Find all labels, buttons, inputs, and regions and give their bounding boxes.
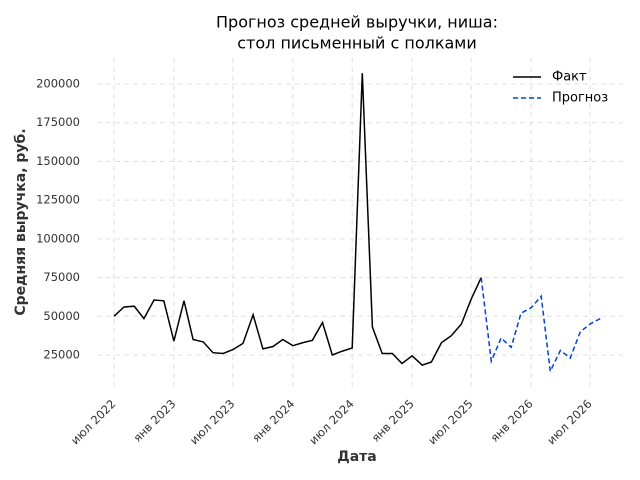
x-tick-label: янв 2026 (488, 397, 536, 445)
legend-label: Прогноз (552, 91, 608, 106)
x-tick-label: янв 2023 (130, 397, 178, 445)
y-tick-label: 200000 (36, 77, 80, 91)
x-tick-label: июл 2022 (68, 397, 119, 448)
y-tick-label: 50000 (43, 309, 80, 323)
y-tick-label: 100000 (36, 231, 80, 245)
line-series (113, 73, 482, 366)
y-axis-label: Средняя выручка, руб. (13, 128, 29, 315)
x-tick-label: июл 2024 (306, 397, 357, 448)
x-tick-label: янв 2025 (369, 397, 417, 445)
line-series (480, 277, 601, 374)
x-tick-label: июл 2025 (425, 397, 476, 448)
x-tick-label: июл 2023 (187, 397, 238, 448)
x-tick-label: янв 2024 (249, 397, 297, 445)
x-axis-label: Дата (337, 449, 376, 465)
legend-label: Факт (552, 70, 587, 85)
chart-title: Прогноз средней выручки, ниша: (216, 13, 498, 32)
y-tick-label: 125000 (36, 193, 80, 207)
y-tick-label: 150000 (36, 154, 80, 168)
chart-title: стол письменный с полками (237, 34, 477, 53)
y-tick-label: 75000 (43, 270, 80, 284)
y-tick-label: 175000 (36, 115, 80, 129)
x-tick-label: июл 2026 (544, 397, 595, 448)
y-tick-label: 25000 (43, 348, 80, 362)
